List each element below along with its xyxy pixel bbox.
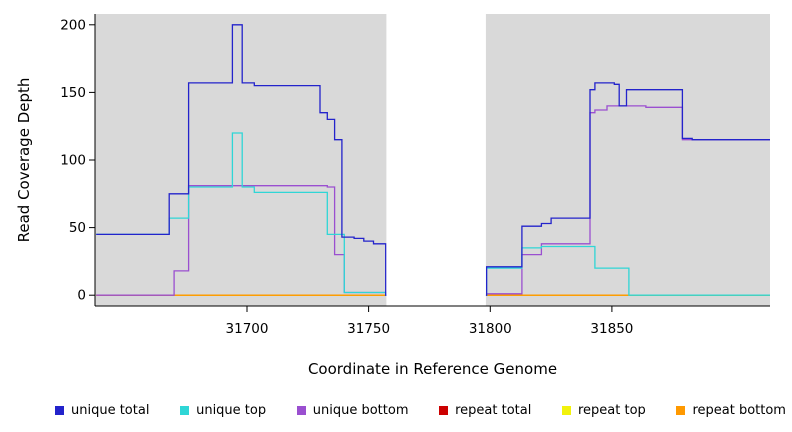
series-line-unique-top bbox=[96, 132, 770, 296]
legend-swatch-repeat-bottom bbox=[676, 405, 686, 415]
legend-item-unique-total: unique total bbox=[55, 403, 149, 418]
x-tick-label: 31850 bbox=[590, 321, 633, 337]
legend-swatch-unique-top bbox=[180, 405, 190, 415]
y-tick-label: 100 bbox=[60, 153, 86, 169]
x-tick-label: 31800 bbox=[469, 321, 512, 337]
series-line-unique-total bbox=[96, 24, 770, 296]
legend-label: repeat total bbox=[455, 402, 532, 418]
legend-item-repeat-total: repeat total bbox=[439, 403, 531, 418]
x-axis-title: Coordinate in Reference Genome bbox=[307, 360, 558, 378]
y-tick-label: 150 bbox=[60, 85, 86, 101]
legend-label: unique bottom bbox=[312, 402, 409, 418]
legend-swatch-unique-total bbox=[55, 405, 64, 415]
series-line-unique-bottom bbox=[96, 105, 770, 296]
legend-item-unique-top: unique top bbox=[180, 403, 266, 418]
x-tick-label: 31750 bbox=[347, 321, 390, 337]
legend-item-repeat-top: repeat top bbox=[562, 403, 646, 418]
legend: unique total unique top unique bottom repea… bbox=[55, 400, 786, 420]
x-tick-label: 31700 bbox=[226, 321, 269, 337]
legend-label: unique total bbox=[71, 402, 150, 418]
masked-region bbox=[386, 14, 486, 306]
y-tick-label: 50 bbox=[69, 220, 86, 236]
y-tick-label: 200 bbox=[60, 17, 86, 33]
legend-label: repeat bottom bbox=[692, 402, 786, 418]
legend-swatch-repeat-top bbox=[562, 405, 571, 415]
legend-swatch-repeat-total bbox=[439, 405, 449, 415]
legend-label: repeat top bbox=[578, 402, 646, 418]
legend-swatch-unique-bottom bbox=[296, 405, 306, 415]
legend-label: unique top bbox=[196, 402, 267, 418]
y-tick-label: 0 bbox=[77, 288, 86, 304]
legend-item-unique-bottom: unique bottom bbox=[296, 402, 409, 418]
legend-item-repeat-bottom: repeat bottom bbox=[676, 403, 786, 418]
y-axis-title: Read Coverage Depth bbox=[15, 77, 33, 243]
